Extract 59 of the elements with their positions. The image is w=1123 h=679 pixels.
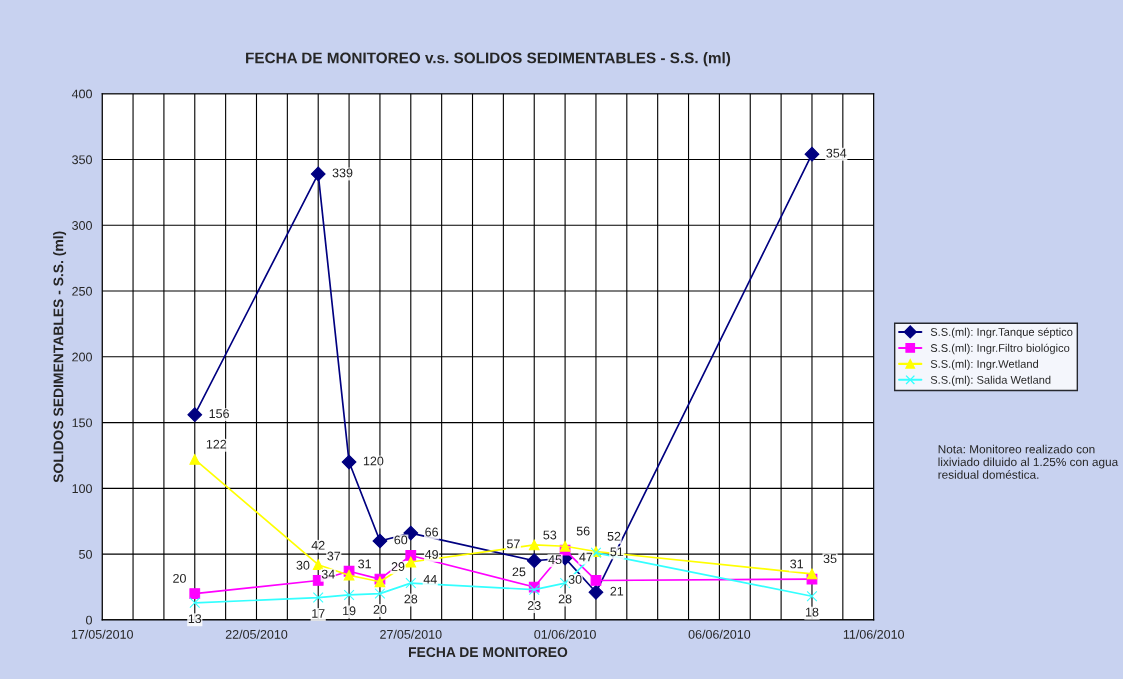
data-label: 44 bbox=[423, 575, 437, 584]
data-label: 30 bbox=[568, 574, 582, 584]
data-label: 20 bbox=[373, 605, 387, 614]
y-tick-label: 250 bbox=[72, 286, 92, 296]
legend-label: S.S.(ml): Ingr.Wetland bbox=[930, 359, 1038, 371]
y-tick-label: 200 bbox=[72, 352, 92, 362]
x-tick-label: 01/06/2010 bbox=[534, 629, 596, 639]
data-label: 52 bbox=[607, 531, 621, 541]
data-label: 53 bbox=[543, 530, 557, 540]
x-tick-label: 11/06/2010 bbox=[843, 629, 905, 639]
data-label: 28 bbox=[558, 594, 572, 604]
data-label: 19 bbox=[343, 606, 356, 616]
data-label: 18 bbox=[805, 607, 819, 617]
data-label: 28 bbox=[404, 594, 418, 604]
legend-label: S.S.(ml): Ingr.Tanque séptico bbox=[930, 327, 1073, 339]
data-label: 17 bbox=[312, 609, 325, 618]
data-label: 120 bbox=[363, 456, 384, 466]
chart-title: FECHA DE MONITOREO v.s. SOLIDOS SEDIMENTABLES - S.S. (ml) bbox=[246, 52, 731, 67]
text: Nota: Monitoreo realizado con lixiviado diluido al 1.25% con agua residual doméstica. bbox=[938, 444, 1119, 479]
data-label: 34 bbox=[321, 569, 335, 579]
data-label: 35 bbox=[823, 554, 837, 564]
x-axis-title: FECHA DE MONITOREO bbox=[409, 647, 568, 658]
y-tick-label: 350 bbox=[72, 155, 92, 165]
data-label: 29 bbox=[391, 562, 405, 571]
y-tick-label: 100 bbox=[72, 484, 92, 494]
y-tick-label: 150 bbox=[72, 418, 92, 428]
x-tick-label: 06/06/2010 bbox=[688, 629, 751, 639]
data-label: 30 bbox=[296, 560, 310, 570]
y-tick-label: 50 bbox=[79, 549, 92, 559]
data-label: 122 bbox=[206, 439, 227, 449]
data-label: 13 bbox=[188, 614, 202, 624]
legend-label: S.S.(ml): Ingr.Filtro biológico bbox=[930, 343, 1070, 355]
data-label: 51 bbox=[610, 547, 624, 557]
data-label: 31 bbox=[790, 559, 804, 569]
data-label: 339 bbox=[332, 168, 353, 178]
y-tick-label: 0 bbox=[86, 615, 92, 625]
data-label: 20 bbox=[173, 573, 186, 583]
y-axis-title: SOLIDOS SEDIMENTABLES - S.S. (ml) bbox=[53, 231, 67, 483]
x-tick-label: 22/05/2010 bbox=[225, 629, 288, 639]
x-tick-label: 17/05/2010 bbox=[71, 629, 133, 639]
data-label: 354 bbox=[826, 148, 847, 158]
data-label: 56 bbox=[576, 526, 590, 536]
legend-label: S.S.(ml): Salida Wetland bbox=[930, 375, 1051, 386]
data-label: 66 bbox=[425, 527, 439, 537]
data-label: 49 bbox=[424, 549, 438, 559]
data-label: 23 bbox=[527, 601, 541, 610]
data-label: 45 bbox=[548, 555, 562, 565]
x-tick-label: 27/05/2010 bbox=[380, 629, 442, 639]
data-label: 21 bbox=[610, 586, 624, 596]
data-label: 156 bbox=[209, 409, 229, 419]
data-label: 31 bbox=[358, 559, 371, 569]
data-label: 25 bbox=[512, 567, 526, 577]
y-tick-label: 400 bbox=[71, 89, 92, 99]
data-label: 42 bbox=[311, 540, 325, 550]
data-label: 57 bbox=[506, 539, 520, 549]
data-label: 47 bbox=[579, 552, 593, 562]
data-label: 37 bbox=[327, 551, 341, 561]
data-label: 60 bbox=[394, 535, 408, 545]
y-tick-label: 300 bbox=[72, 221, 92, 230]
